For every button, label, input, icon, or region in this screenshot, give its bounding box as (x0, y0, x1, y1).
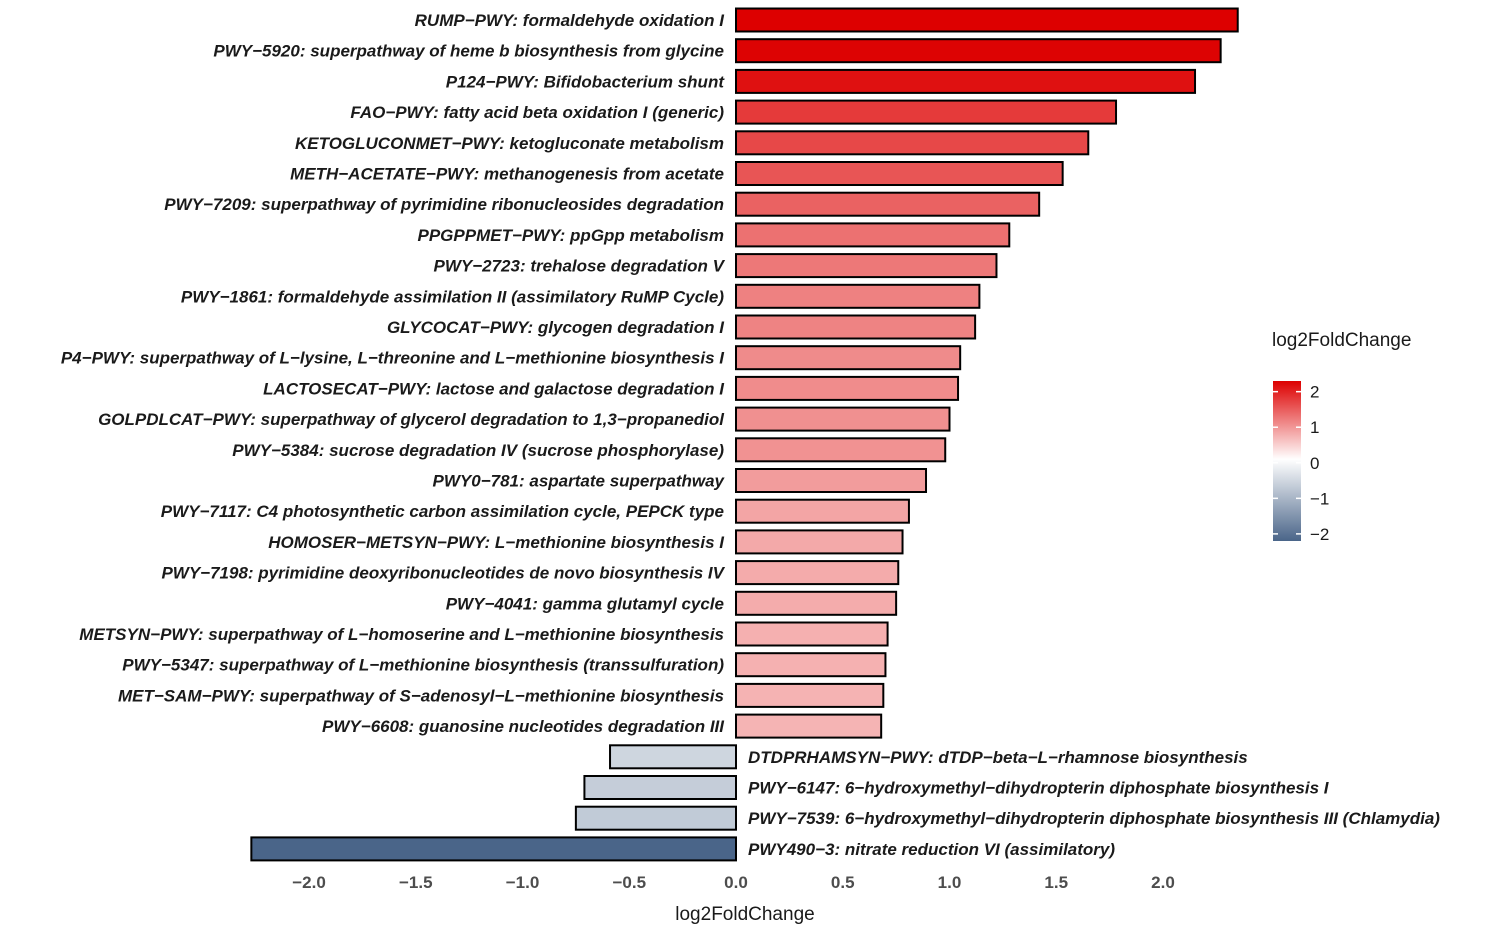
pathway-label: P4−PWY: superpathway of L−lysine, L−thre… (61, 349, 725, 368)
bar (735, 560, 900, 586)
bar (735, 713, 883, 739)
bar (735, 253, 998, 279)
colorbar-tick-label: 2 (1310, 383, 1319, 402)
pathway-label: DTDPRHAMSYN−PWY: dTDP−beta−L−rhamnose bi… (748, 748, 1248, 767)
pathway-label: PWY−7539: 6−hydroxymethyl−dihydropterin … (748, 809, 1440, 828)
bar (735, 7, 1239, 33)
pathway-label: METH−ACETATE−PWY: methanogenesis from ac… (290, 165, 724, 184)
bar (250, 836, 737, 862)
pathway-label: KETOGLUCONMET−PWY: ketogluconate metabol… (295, 134, 724, 153)
pathway-label: GLYCOCAT−PWY: glycogen degradation I (387, 318, 725, 337)
pathway-label: HOMOSER−METSYN−PWY: L−methionine biosynt… (268, 533, 725, 552)
pathway-label: PWY−2723: trehalose degradation V (433, 257, 725, 276)
bars-group (250, 7, 1239, 862)
bar (735, 130, 1090, 156)
bar (735, 498, 910, 524)
pathway-label: PWY0−781: aspartate superpathway (433, 472, 726, 491)
x-tick-label: −2.0 (292, 873, 326, 892)
bar (735, 406, 951, 432)
x-tick-label: 2.0 (1151, 873, 1175, 892)
bar (735, 38, 1222, 64)
x-tick-label: −1.0 (506, 873, 540, 892)
colorbar-tick-label: 1 (1310, 418, 1319, 437)
colorbar-tick-label: 0 (1310, 454, 1319, 473)
bar (735, 652, 887, 678)
pathway-label: PWY−5920: superpathway of heme b biosynt… (213, 42, 724, 61)
bar (609, 744, 737, 770)
pathway-label: PWY−6608: guanosine nucleotides degradat… (322, 717, 725, 736)
bar (735, 437, 947, 463)
colorbar-legend: log2FoldChange 2 1 0 −1 −2 (1272, 330, 1411, 544)
pathway-label: PWY−5384: sucrose degradation IV (sucros… (232, 441, 724, 460)
x-tick-label: 1.5 (1044, 873, 1068, 892)
pathway-label: PWY−7117: C4 photosynthetic carbon assim… (161, 502, 724, 521)
x-tick-label: 0.0 (724, 873, 748, 892)
x-tick-label: −0.5 (612, 873, 646, 892)
legend-title: log2FoldChange (1272, 330, 1411, 351)
bar (735, 621, 889, 647)
colorbar-tick-label: −1 (1310, 489, 1329, 508)
pathway-label: PPGPPMET−PWY: ppGpp metabolism (417, 226, 724, 245)
bar (735, 375, 960, 401)
x-axis: −2.0 −1.5 −1.0 −0.5 0.0 0.5 1.0 1.5 2.0 (292, 873, 1175, 892)
bar (735, 682, 885, 708)
x-tick-label: 1.0 (938, 873, 962, 892)
bar (735, 191, 1041, 217)
pathway-label: PWY−7209: superpathway of pyrimidine rib… (164, 195, 724, 214)
pathway-labels: RUMP−PWY: formaldehyde oxidation I PWY−59… (61, 11, 1440, 859)
bar (735, 468, 928, 493)
pathway-label: PWY−1861: formaldehyde assimilation II (… (181, 287, 724, 306)
bar (735, 99, 1118, 125)
bar (735, 222, 1011, 248)
bar (735, 529, 904, 555)
bar (735, 283, 981, 309)
colorbar-ticks: 2 1 0 −1 −2 (1273, 383, 1329, 544)
bar (574, 805, 737, 831)
pathway-label: FAO−PWY: fatty acid beta oxidation I (ge… (350, 103, 724, 122)
pathway-label: MET−SAM−PWY: superpathway of S−adenosyl−… (118, 686, 724, 705)
pathway-label: LACTOSECAT−PWY: lactose and galactose de… (263, 379, 725, 398)
pathway-label: GOLPDLCAT−PWY: superpathway of glycerol … (98, 410, 725, 429)
bar (735, 314, 977, 340)
pathway-label: PWY−6147: 6−hydroxymethyl−dihydropterin … (748, 779, 1330, 798)
pathway-label: PWY−5347: superpathway of L−methionine b… (122, 656, 724, 675)
colorbar-tick-label: −2 (1310, 525, 1329, 544)
colorbar (1273, 381, 1301, 541)
x-tick-label: −1.5 (399, 873, 433, 892)
bar (735, 161, 1064, 186)
pathway-label: PWY−7198: pyrimidine deoxyribonucleotide… (161, 564, 725, 583)
pathway-label: PWY490−3: nitrate reduction VI (assimila… (748, 840, 1115, 859)
x-tick-label: 0.5 (831, 873, 855, 892)
pathway-label: RUMP−PWY: formaldehyde oxidation I (415, 11, 726, 30)
bar (735, 345, 962, 371)
pathway-label: PWY−4041: gamma glutamyl cycle (446, 594, 724, 613)
pathway-label: P124−PWY: Bifidobacterium shunt (446, 72, 726, 91)
bar (735, 68, 1197, 94)
bar (735, 590, 898, 616)
x-axis-title: log2FoldChange (675, 904, 814, 925)
bar (583, 775, 737, 800)
pathway-label: METSYN−PWY: superpathway of L−homoserine… (79, 625, 724, 644)
